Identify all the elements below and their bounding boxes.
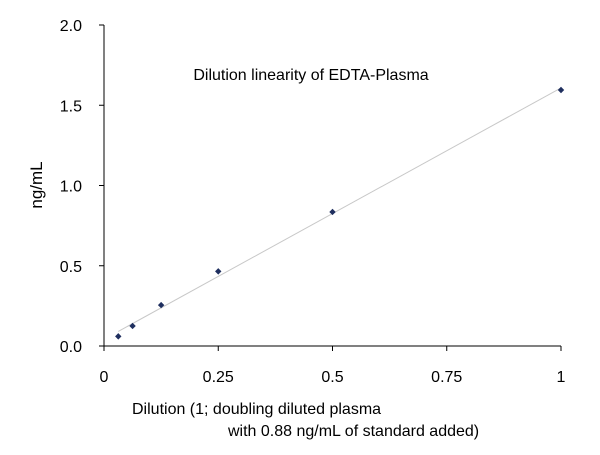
x-tick-label: 0 <box>100 369 109 386</box>
x-tick-label: 1 <box>557 369 566 386</box>
x-tick-label: 0.5 <box>321 369 343 386</box>
data-points <box>115 86 565 340</box>
data-point <box>129 322 136 330</box>
chart-title: Dilution linearity of EDTA-Plasma <box>193 67 428 84</box>
tick-labels: 0.0 0.5 1.0 1.5 2.0 0 0.25 0.5 0.75 1 <box>60 18 566 386</box>
data-point <box>329 208 336 216</box>
x-axis-label-line-1: Dilution (1; doubling diluted plasma <box>132 401 381 418</box>
trendline <box>118 87 562 332</box>
x-tick-label: 0.75 <box>431 369 462 386</box>
y-tick-label: 0.5 <box>60 259 82 276</box>
y-tick-label: 1.5 <box>60 98 82 115</box>
y-axis-label: ng/mL <box>27 161 46 208</box>
x-axis-label-line-2: with 0.88 ng/mL of standard added) <box>227 423 479 440</box>
y-tick-label: 2.0 <box>60 18 82 35</box>
data-point <box>157 301 165 309</box>
data-point <box>215 268 222 275</box>
trendline-layer <box>118 87 562 332</box>
y-tick-label: 1.0 <box>60 179 82 196</box>
x-tick-label: 0.25 <box>203 369 234 386</box>
y-tick-label: 0.0 <box>60 339 82 356</box>
data-point <box>115 333 122 340</box>
axes <box>99 24 562 351</box>
data-point <box>557 86 565 94</box>
